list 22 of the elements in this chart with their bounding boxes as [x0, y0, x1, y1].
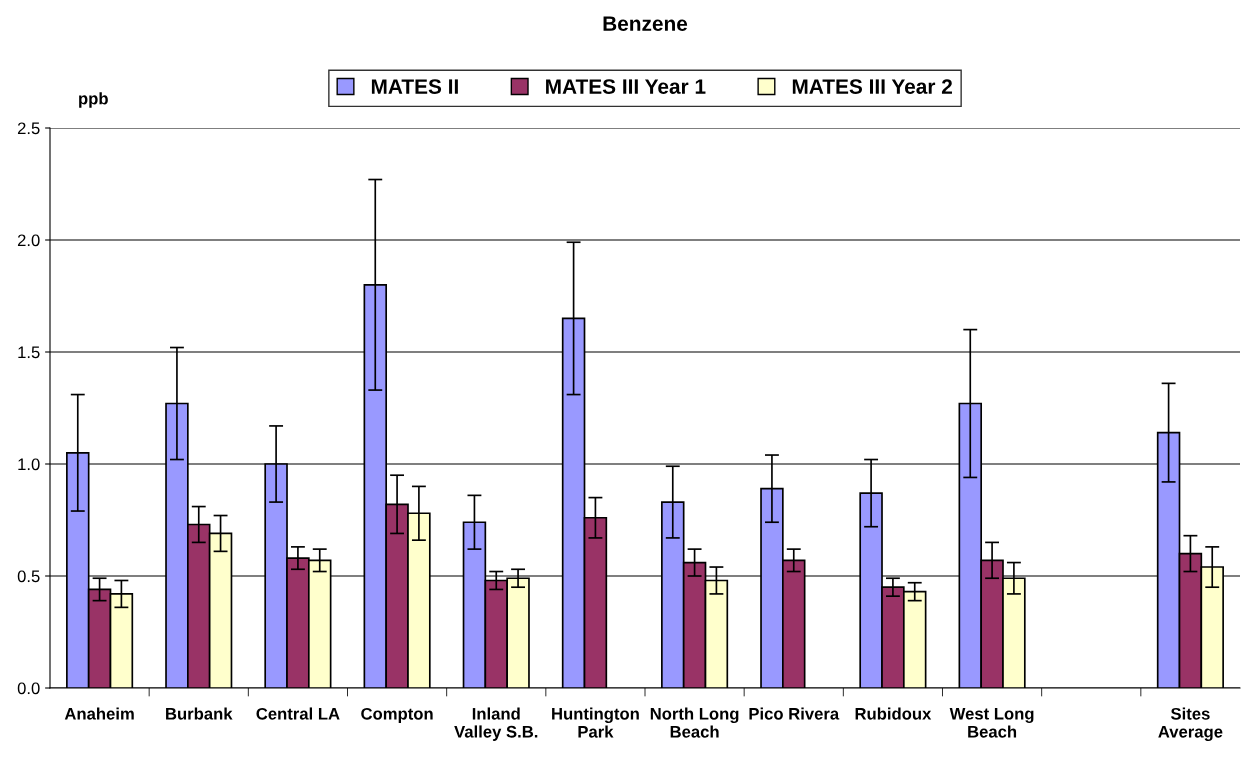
y-tick-label: 2.5	[17, 122, 40, 135]
x-tick-label: North Long Beach	[650, 707, 739, 738]
x-tick-label: Inland Valley S.B.	[454, 707, 538, 741]
y-tick-label: 1.0	[18, 458, 40, 471]
x-tick-label: West Long Beach	[949, 707, 1034, 738]
legend-label: MATES III Year 2	[792, 79, 952, 94]
x-tick-label: Pico Rivera	[749, 707, 840, 720]
x-tick-label: Central LA	[256, 707, 340, 720]
x-tick-label: Burbank	[166, 707, 233, 720]
x-tick-label: Sites Average	[1158, 707, 1223, 742]
x-tick-label: Anaheim	[64, 707, 134, 720]
chart-title: Benzene	[603, 16, 688, 31]
y-tick-label: 0.5	[17, 570, 40, 583]
y-tick-label: 0.0	[17, 682, 40, 695]
y-tick-label: 1.5	[18, 346, 40, 359]
x-tick-label: Rubidoux	[855, 707, 932, 720]
y-tick-label: 2.0	[17, 234, 40, 247]
x-tick-label: Compton	[361, 707, 433, 723]
legend-label: MATES II	[371, 79, 458, 94]
x-tick-label: Huntington Park	[552, 707, 639, 738]
y-axis-title: ppb	[79, 92, 108, 108]
legend-label: MATES III Year 1	[546, 79, 706, 94]
